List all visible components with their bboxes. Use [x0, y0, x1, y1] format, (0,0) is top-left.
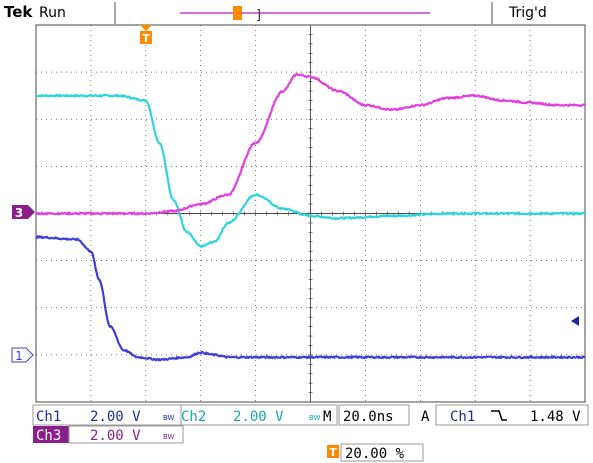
trigger-position-badge	[327, 445, 339, 458]
ch2-readout-scale: 2.00 V	[233, 409, 284, 425]
ch3-readout-box[interactable]	[68, 425, 184, 444]
ch1-bw-limit-icon: BW	[163, 414, 175, 422]
trigger-position-box[interactable]	[340, 443, 424, 462]
trigger-mode: A	[421, 409, 430, 425]
ch3-ground-marker[interactable]: 3	[12, 205, 35, 220]
waveform-ch1	[35, 235, 586, 362]
trigger-marker-label: T	[142, 32, 150, 45]
trigger-marker-badge	[140, 31, 152, 44]
brand-label: Tek	[4, 3, 33, 21]
timebase-readout-box[interactable]	[338, 404, 410, 426]
ch1-marker-label: 1	[15, 349, 23, 363]
trigger-position-icon: T	[329, 446, 337, 459]
readout-panel: Ch1 2.00 V BW Ch2 2.00 V BW M 20.0ns A C…	[32, 404, 589, 462]
ch1-readout-label: Ch1	[36, 409, 61, 425]
trigger-level-arrow-icon[interactable]	[571, 316, 579, 326]
trigger-source: Ch1	[450, 409, 475, 425]
trigger-status: Trig'd	[508, 5, 547, 21]
ch3-marker-badge[interactable]	[12, 205, 35, 219]
status-bar: Tek Run ] Trig'd	[4, 2, 547, 24]
ch3-marker-label: 3	[15, 206, 23, 220]
waveform-ch2	[35, 93, 586, 249]
ch2-readout-label: Ch2	[181, 409, 206, 425]
trigger-readout-box[interactable]	[435, 404, 589, 426]
waveform-ch3	[35, 73, 586, 216]
trigger-position-marker: T	[140, 25, 152, 45]
record-trigger-icon	[233, 6, 242, 20]
waveforms	[35, 73, 586, 362]
ch2-bw-limit-icon: BW	[309, 414, 321, 422]
ch1-marker-badge[interactable]	[11, 347, 34, 363]
ch1-ground-marker[interactable]: 1	[11, 347, 34, 363]
trigger-arrow-icon	[140, 25, 152, 31]
ch3-bw-limit-icon: BW	[163, 433, 175, 441]
timebase-readout: 20.0ns	[343, 409, 394, 425]
ch3-readout-scale: 2.00 V	[90, 428, 141, 444]
trigger-level: 1.48 V	[530, 409, 581, 425]
ch3-readout-label: Ch3	[36, 428, 61, 444]
acquisition-state: Run	[39, 5, 66, 21]
timebase-prefix: M	[323, 409, 331, 425]
falling-edge-icon	[491, 410, 507, 421]
ch3-readout-label-bg[interactable]	[33, 426, 69, 443]
ch2-readout-box[interactable]	[180, 404, 338, 426]
trigger-position-readout: 20.00 %	[345, 446, 405, 462]
ch1-readout-scale: 2.00 V	[90, 409, 141, 425]
record-window-bracket: ]	[255, 8, 263, 23]
